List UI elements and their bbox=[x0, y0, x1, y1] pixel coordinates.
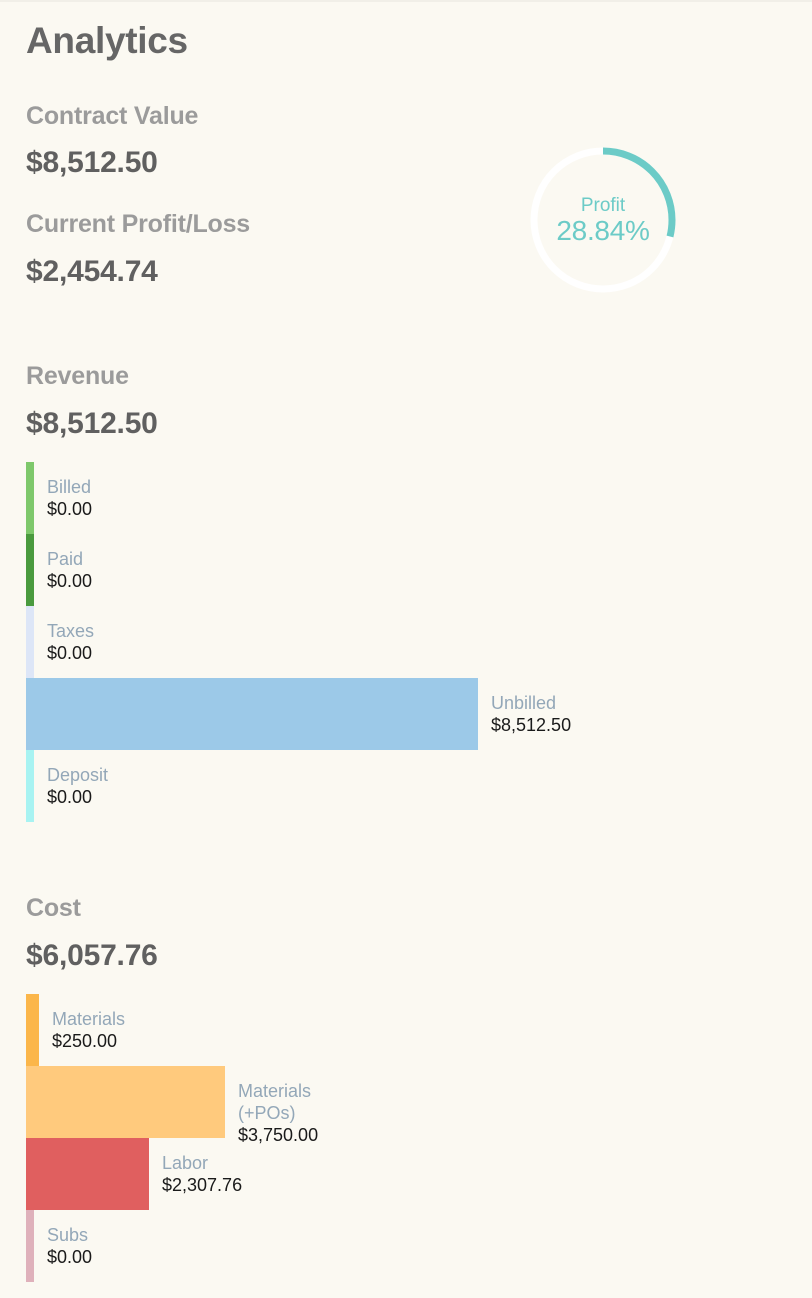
cost-item-name: Materials (+POs) bbox=[238, 1081, 312, 1123]
revenue-item-name: Billed bbox=[47, 477, 92, 497]
revenue-item-bar bbox=[26, 678, 478, 750]
revenue-item-caption: Billed $0.00 bbox=[47, 476, 92, 520]
profit-ring-label: Profit bbox=[580, 195, 626, 216]
revenue-item-name: Unbilled bbox=[491, 693, 557, 713]
revenue-item-amount: $8,512.50 bbox=[491, 715, 572, 735]
revenue-item-name: Paid bbox=[47, 549, 84, 569]
profit-ring-graphic bbox=[530, 147, 676, 293]
cost-item-caption: Materials $250.00 bbox=[52, 1008, 125, 1052]
revenue-item-caption: Taxes $0.00 bbox=[47, 620, 94, 664]
cost-item-name: Subs bbox=[47, 1225, 89, 1245]
revenue-total: $8,512.50 bbox=[26, 407, 158, 440]
cost-item-amount: $2,307.76 bbox=[162, 1175, 243, 1195]
contract-value-amount: $8,512.50 bbox=[26, 146, 158, 179]
profit-loss-label: Current Profit/Loss bbox=[26, 210, 250, 238]
profit-ring-value: 28.84% bbox=[556, 215, 650, 246]
revenue-item-caption: Unbilled $8,512.50 bbox=[491, 692, 571, 736]
revenue-item-bar bbox=[26, 606, 34, 678]
cost-total: $6,057.76 bbox=[26, 939, 158, 972]
top-divider bbox=[0, 0, 812, 2]
cost-item-name: Labor bbox=[162, 1153, 209, 1173]
cost-item-amount: $3,750.00 bbox=[238, 1125, 319, 1145]
contract-value-label: Contract Value bbox=[26, 102, 199, 130]
revenue-item-amount: $0.00 bbox=[47, 787, 93, 807]
cost-item-caption: Labor $2,307.76 bbox=[162, 1152, 242, 1196]
page-title: Analytics bbox=[26, 20, 188, 61]
profit-ring: Profit 28.84% bbox=[530, 147, 676, 293]
cost-item-caption: Subs $0.00 bbox=[47, 1224, 92, 1268]
revenue-label: Revenue bbox=[26, 362, 129, 390]
revenue-item-name: Taxes bbox=[47, 621, 95, 641]
cost-item-amount: $0.00 bbox=[47, 1247, 93, 1267]
revenue-item-bar bbox=[26, 462, 34, 534]
profit-loss-amount: $2,454.74 bbox=[26, 255, 158, 288]
cost-item-bar bbox=[26, 1138, 149, 1210]
revenue-item-amount: $0.00 bbox=[47, 643, 93, 663]
cost-label: Cost bbox=[26, 894, 81, 922]
revenue-item-bar bbox=[26, 750, 34, 822]
revenue-item-amount: $0.00 bbox=[47, 571, 93, 591]
cost-item-bar bbox=[26, 1066, 225, 1138]
revenue-item-bar bbox=[26, 534, 34, 606]
cost-item-amount: $250.00 bbox=[52, 1031, 118, 1051]
cost-item-bar bbox=[26, 1210, 34, 1282]
profit-ring-arc bbox=[530, 147, 676, 293]
revenue-item-caption: Paid $0.00 bbox=[47, 548, 92, 592]
cost-item-name: Materials bbox=[52, 1009, 126, 1029]
revenue-item-name: Deposit bbox=[47, 765, 109, 785]
revenue-item-caption: Deposit $0.00 bbox=[47, 764, 108, 808]
cost-item-caption: Materials (+POs) $3,750.00 bbox=[238, 1080, 318, 1146]
revenue-item-amount: $0.00 bbox=[47, 499, 93, 519]
cost-item-bar bbox=[26, 994, 39, 1066]
profit-ring-text: Profit 28.84% bbox=[530, 147, 676, 293]
